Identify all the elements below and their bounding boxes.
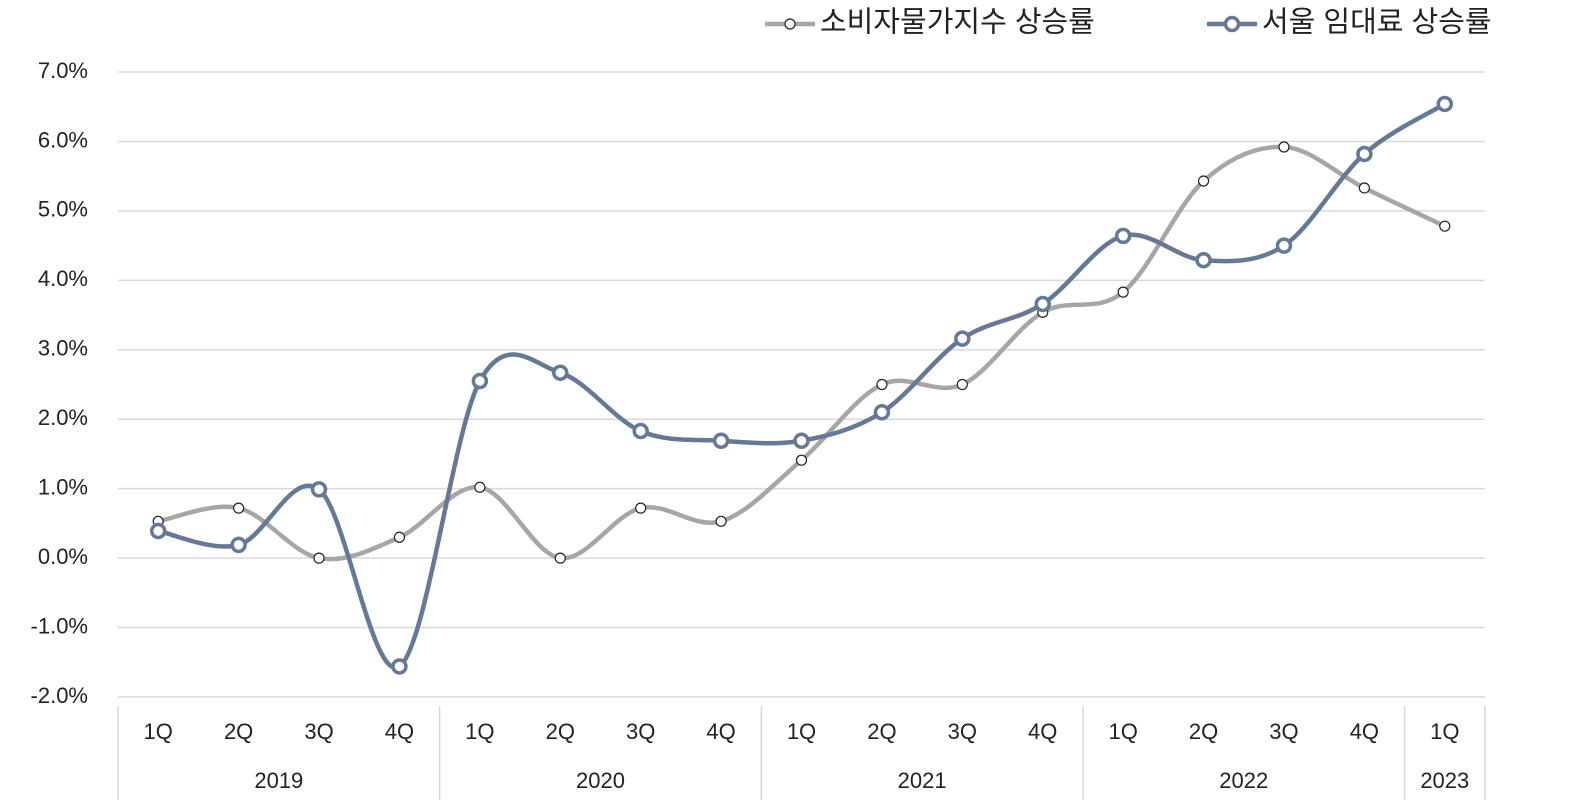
- year-label: 2022: [1219, 768, 1268, 793]
- data-point: [1358, 182, 1370, 194]
- data-point: [876, 378, 888, 391]
- year-label: 2019: [254, 768, 303, 793]
- x-tick-label: 3Q: [626, 719, 655, 744]
- data-point: [795, 454, 808, 466]
- data-point: [1275, 237, 1293, 254]
- x-tick-label: 1Q: [465, 719, 494, 744]
- data-point: [954, 330, 971, 347]
- series-line: [157, 102, 1446, 670]
- series-line: [157, 144, 1446, 562]
- x-tick-label: 1Q: [1108, 719, 1137, 744]
- data-point: [1117, 286, 1129, 298]
- legend: 소비자물가지수 상승률 서울 임대료 상승률: [765, 6, 1492, 39]
- legend-marker: [1223, 15, 1241, 33]
- y-tick-label: 4.0%: [38, 266, 88, 291]
- x-tick-label: 4Q: [385, 719, 414, 744]
- data-point: [1114, 227, 1132, 245]
- data-point: [793, 432, 810, 449]
- data-point: [1195, 251, 1212, 269]
- year-label: 2021: [898, 768, 947, 793]
- data-point: [233, 502, 245, 514]
- x-tick-label: 2Q: [867, 719, 896, 744]
- data-point: [474, 481, 486, 493]
- data-point: [632, 422, 649, 440]
- data-point: [1034, 295, 1051, 313]
- legend-label: 서울 임대료 상승률: [1262, 6, 1492, 39]
- data-point: [552, 364, 569, 381]
- x-tick-label: 2Q: [224, 719, 253, 744]
- data-point: [391, 658, 408, 675]
- data-point: [149, 522, 167, 540]
- x-tick-label: 1Q: [787, 719, 816, 744]
- y-tick-label: 2.0%: [38, 405, 88, 430]
- data-point: [715, 515, 727, 527]
- x-tick-label: 3Q: [1269, 719, 1298, 744]
- data-point: [313, 552, 325, 564]
- y-tick-label: -2.0%: [31, 683, 88, 708]
- data-point: [230, 536, 247, 554]
- data-point: [873, 404, 891, 421]
- data-point: [1356, 145, 1373, 163]
- y-tick-label: 3.0%: [38, 336, 88, 361]
- data-point: [471, 372, 489, 390]
- x-tick-label: 4Q: [706, 719, 735, 744]
- y-tick-label: 7.0%: [38, 58, 88, 83]
- y-tick-label: -1.0%: [31, 613, 88, 638]
- x-tick-label: 1Q: [144, 719, 173, 744]
- data-point: [956, 378, 968, 391]
- data-point: [310, 481, 328, 498]
- x-tick-label: 4Q: [1028, 719, 1057, 744]
- y-tick-label: 0.0%: [38, 544, 88, 569]
- year-label: 2023: [1420, 768, 1469, 793]
- year-label: 2020: [576, 768, 625, 793]
- data-point: [393, 531, 406, 543]
- data-point: [1436, 95, 1454, 113]
- data-point: [554, 552, 566, 564]
- legend-label: 소비자물가지수 상승률: [820, 7, 1095, 39]
- x-tick-label: 3Q: [304, 719, 333, 744]
- data-point: [712, 432, 730, 449]
- data-point: [635, 502, 647, 514]
- x-tick-label: 2Q: [1189, 719, 1218, 744]
- y-tick-label: 1.0%: [38, 474, 88, 499]
- x-tick-label: 3Q: [948, 719, 977, 744]
- data-point: [1439, 220, 1451, 232]
- data-point: [1197, 175, 1210, 187]
- x-tick-label: 4Q: [1350, 719, 1379, 744]
- y-tick-label: 5.0%: [38, 197, 88, 222]
- x-tick-label: 2Q: [546, 719, 575, 744]
- y-tick-label: 6.0%: [38, 127, 88, 152]
- legend-marker: [784, 18, 796, 30]
- x-tick-label: 1Q: [1430, 719, 1459, 744]
- data-point: [1278, 141, 1290, 153]
